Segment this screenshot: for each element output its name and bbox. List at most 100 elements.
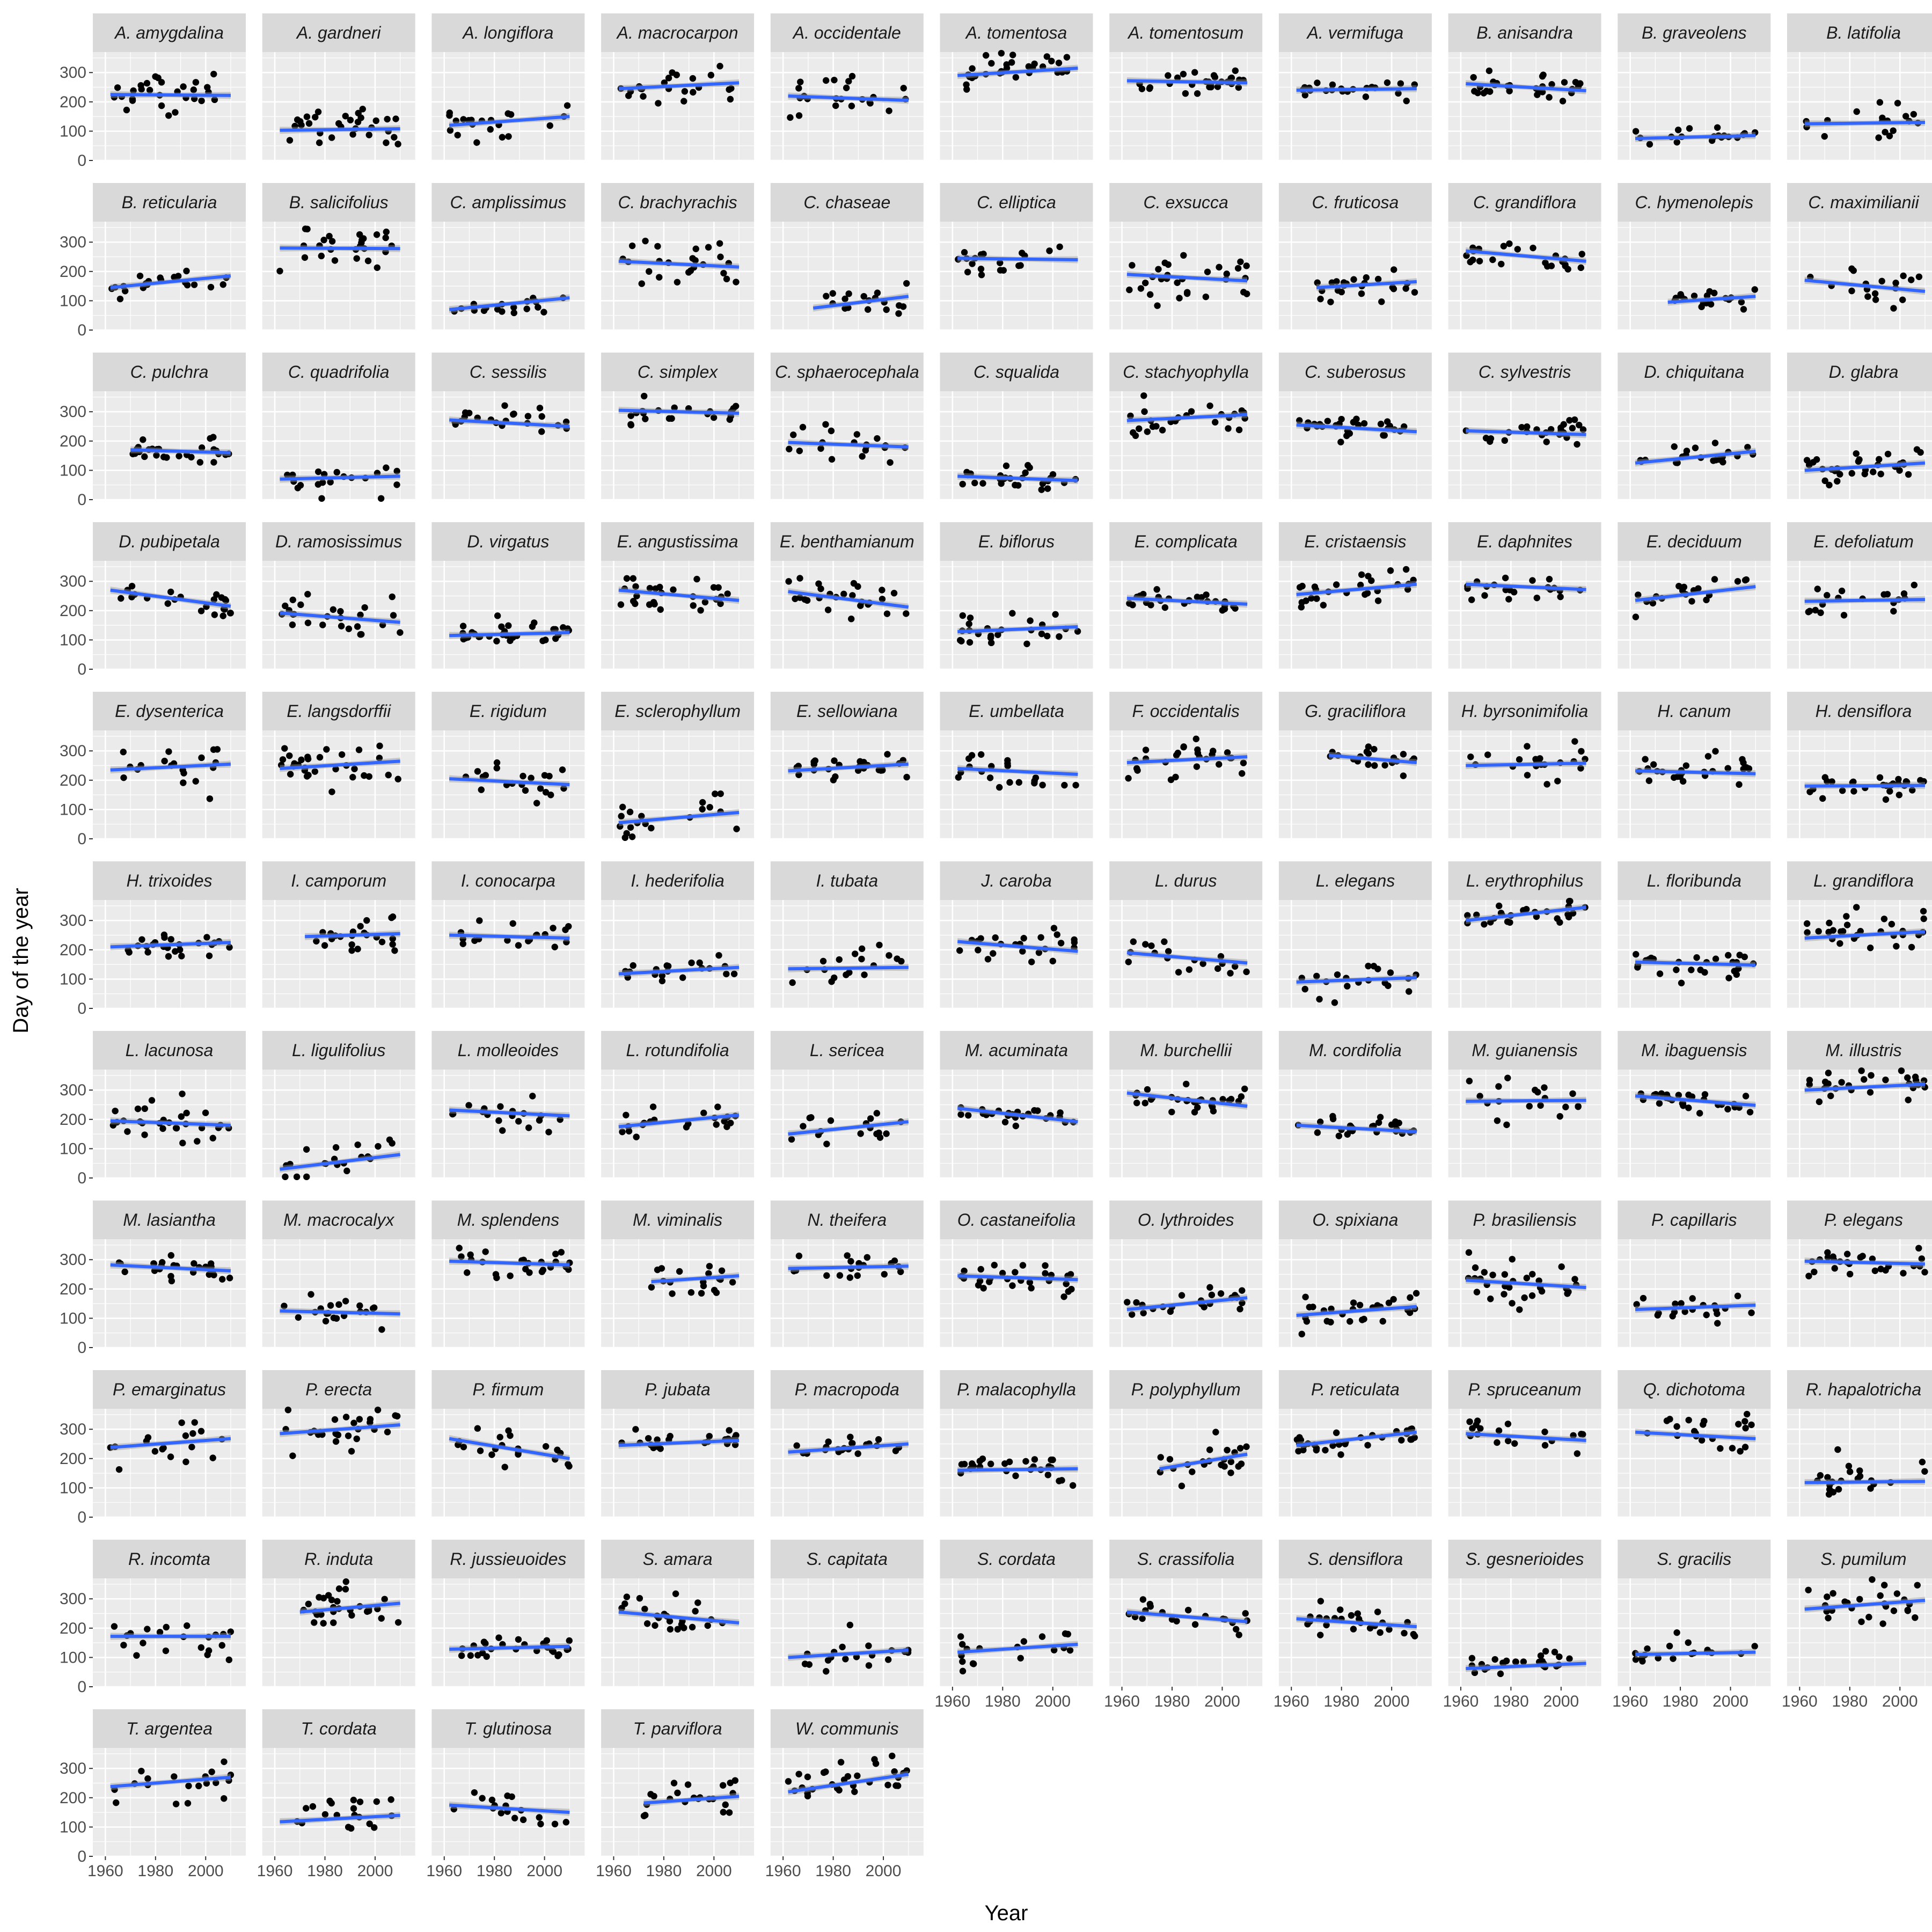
data-point — [1919, 1459, 1926, 1466]
data-point — [1501, 437, 1509, 444]
data-point — [1484, 751, 1491, 758]
trend-line — [957, 1274, 1078, 1282]
data-point — [1856, 1473, 1864, 1480]
data-point — [1546, 94, 1553, 101]
data-point — [1198, 594, 1205, 601]
data-point — [291, 122, 298, 130]
data-point — [689, 255, 696, 262]
data-point — [1468, 1655, 1476, 1662]
data-point — [1009, 52, 1016, 58]
data-point — [327, 1302, 334, 1309]
data-point — [656, 274, 663, 281]
data-point — [331, 257, 339, 264]
data-point — [1642, 756, 1649, 763]
data-point — [345, 625, 353, 632]
data-point — [456, 1245, 463, 1252]
panel-background — [1448, 52, 1601, 160]
data-point — [646, 601, 653, 608]
data-point — [348, 941, 355, 948]
data-point — [1541, 1428, 1548, 1436]
data-point — [701, 598, 709, 606]
data-point — [128, 582, 136, 590]
data-point — [1180, 743, 1187, 750]
facet-strip — [93, 1201, 246, 1239]
data-point — [389, 593, 396, 601]
data-point — [1364, 1441, 1371, 1449]
facet-panel: P. elegans — [1787, 1201, 1932, 1349]
facet-title: E. benthamianum — [780, 532, 914, 551]
trend-line — [305, 932, 400, 939]
data-point — [334, 1598, 341, 1605]
x-tick-label: 1980 — [1323, 1693, 1359, 1710]
facet-strip — [1618, 1201, 1771, 1239]
data-point — [840, 590, 847, 598]
data-point — [1233, 1626, 1240, 1633]
data-point — [348, 947, 355, 954]
data-point — [1168, 1108, 1175, 1116]
data-point — [1395, 90, 1402, 97]
panel-background — [93, 730, 246, 839]
panel-background — [1618, 222, 1771, 330]
data-point — [378, 1326, 385, 1333]
data-point — [473, 139, 480, 146]
data-point — [195, 1782, 202, 1790]
facet-panel: O. spixiana — [1278, 1201, 1432, 1349]
facet-title: R. jussieuoides — [450, 1549, 566, 1569]
data-point — [282, 602, 289, 610]
data-point — [787, 114, 794, 121]
data-point — [845, 290, 852, 297]
facet-panel: C. amplissimus — [431, 183, 585, 331]
data-point — [1193, 763, 1201, 770]
data-point — [986, 1278, 993, 1285]
data-point — [467, 1652, 474, 1659]
data-point — [189, 1430, 196, 1437]
facet-title: S. densiflora — [1307, 1549, 1403, 1569]
data-point — [539, 637, 546, 645]
x-tick-label: 1980 — [1663, 1693, 1699, 1710]
y-tick-label: 300 — [60, 742, 86, 760]
y-tick-label: 200 — [60, 433, 86, 450]
data-point — [658, 977, 666, 985]
data-point — [903, 280, 910, 287]
data-point — [857, 1130, 864, 1137]
facet-panel: E. benthamianum — [770, 522, 924, 670]
data-point — [690, 89, 697, 96]
data-point — [210, 70, 217, 78]
data-point — [1048, 1271, 1055, 1279]
data-point — [1835, 1485, 1842, 1493]
facet-title: R. induta — [304, 1549, 373, 1569]
facet-panel: P. firmum — [431, 1370, 585, 1518]
data-point — [547, 792, 554, 799]
data-point — [1031, 1107, 1038, 1114]
data-point — [1317, 1631, 1324, 1638]
data-point — [1831, 1265, 1838, 1272]
facet-title: L. erythrophilus — [1466, 871, 1584, 890]
facet-strip — [1278, 353, 1432, 391]
data-point — [1853, 904, 1860, 911]
data-point — [458, 1652, 465, 1659]
data-point — [1329, 1442, 1336, 1449]
data-point — [1385, 982, 1392, 989]
trend-line — [957, 257, 1078, 261]
data-point — [1890, 305, 1897, 312]
data-point — [876, 1134, 884, 1141]
data-point — [331, 1155, 338, 1162]
data-point — [844, 1252, 851, 1259]
panel-background — [1448, 561, 1601, 669]
data-point — [153, 452, 160, 459]
facet-title: C. sylvestris — [1479, 362, 1571, 382]
data-point — [997, 259, 1004, 266]
data-point — [124, 1128, 131, 1135]
data-point — [165, 953, 172, 960]
x-tick-label: 2000 — [1374, 1693, 1410, 1710]
data-point — [528, 774, 535, 781]
data-point — [1050, 1646, 1058, 1653]
data-point — [515, 942, 522, 949]
data-point — [1582, 756, 1589, 763]
trend-line — [449, 418, 570, 428]
data-point — [1350, 1626, 1357, 1633]
data-point — [1534, 91, 1541, 98]
data-point — [1673, 1423, 1680, 1430]
trend-line — [618, 259, 740, 269]
